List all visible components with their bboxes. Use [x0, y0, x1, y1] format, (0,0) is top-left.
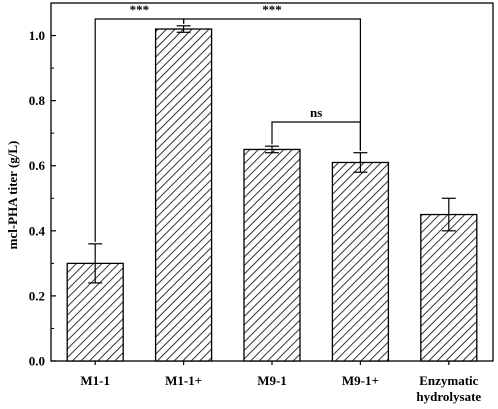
significance-bracket: [271, 121, 361, 151]
x-tick-label: M9-1: [257, 373, 287, 388]
x-tick-label: Enzymatic: [419, 373, 478, 388]
y-tick-label: 0.4: [29, 223, 46, 238]
y-axis-title: mcl-PHA titer (g/L): [5, 141, 20, 250]
bar: [243, 148, 301, 362]
significance-label: ***: [262, 2, 282, 17]
bar: [331, 161, 390, 362]
x-tick-label: M9-1+: [342, 373, 379, 388]
plot-area: 0.0 0.2 0.4 0.6 0.8 1.0 M1-1 M1-1+ M9-1 M9-1+ Enzy…: [29, 2, 494, 404]
x-tick-label: hydrolysate: [416, 389, 481, 404]
y-tick-label: 0.0: [29, 354, 45, 369]
x-tick-label: M1-1: [80, 373, 110, 388]
significance-label: ***: [130, 2, 150, 17]
significance-label: ns: [310, 105, 322, 120]
y-tick-label: 0.8: [29, 93, 46, 108]
y-tick-label: 1.0: [29, 28, 45, 43]
bar: [420, 213, 478, 362]
significance-bracket: [183, 18, 361, 151]
y-tick-label: 0.6: [29, 158, 46, 173]
bar: [154, 28, 213, 362]
x-tick-label: M1-1+: [165, 373, 202, 388]
y-tick-label: 0.2: [29, 288, 45, 303]
